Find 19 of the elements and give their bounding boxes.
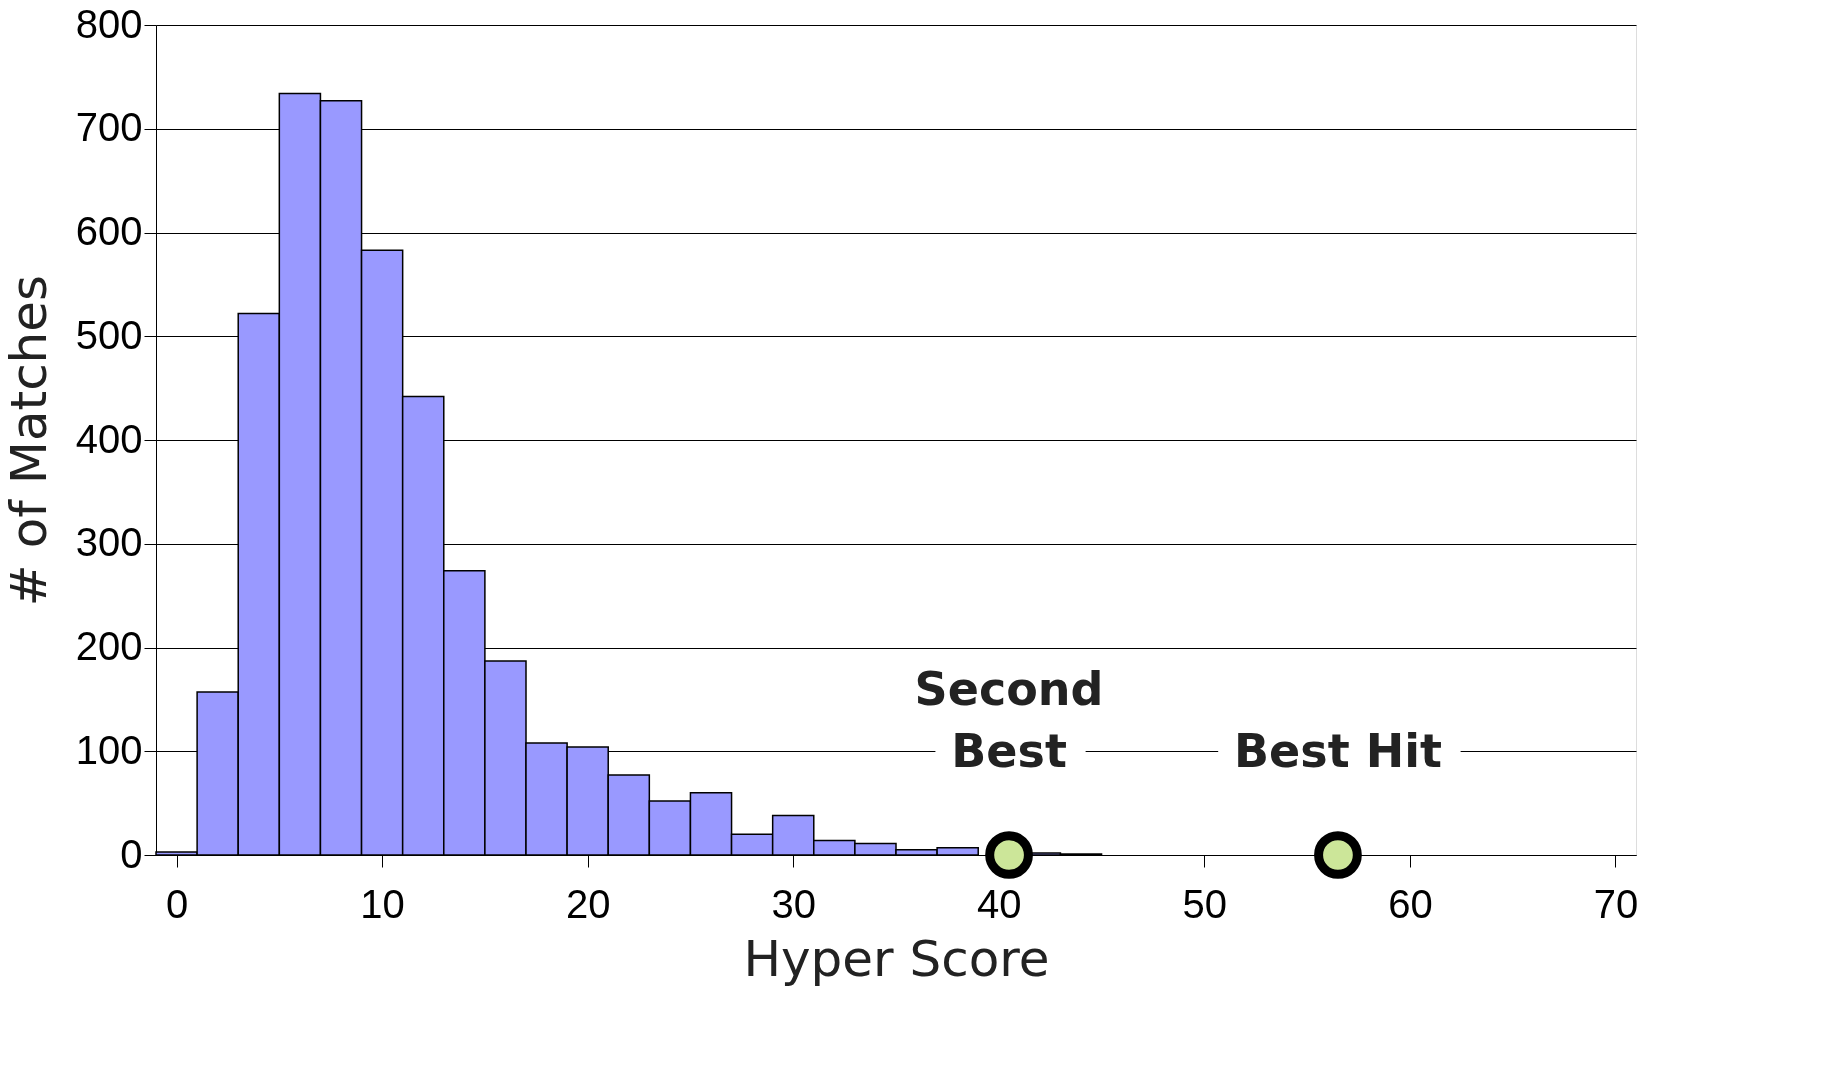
x-tick-label: 0: [165, 881, 189, 926]
x-tick-label: 50: [1182, 881, 1228, 926]
y-tick-label: 600: [75, 209, 143, 253]
x-tick-label: 30: [771, 881, 816, 926]
y-tick-label: 500: [75, 312, 143, 357]
x-tick-label: 20: [565, 881, 611, 926]
y-axis-title: # of Matches: [0, 274, 58, 607]
y-tick-label: 800: [75, 1, 143, 46]
y-tick-label: 200: [75, 624, 143, 668]
y-tick-label: 100: [75, 727, 143, 772]
x-axis-title: Hyper Score: [743, 929, 1050, 988]
y-tick-label: 0: [120, 831, 143, 876]
y-tick-label: 700: [75, 105, 143, 150]
x-tick-label: 10: [360, 881, 405, 926]
x-tick-label: 60: [1388, 881, 1433, 926]
x-tick-label: 40: [977, 881, 1022, 926]
y-tick-label: 300: [75, 520, 143, 565]
y-tick-label: 400: [75, 416, 143, 461]
x-tick-label: 70: [1593, 881, 1639, 926]
